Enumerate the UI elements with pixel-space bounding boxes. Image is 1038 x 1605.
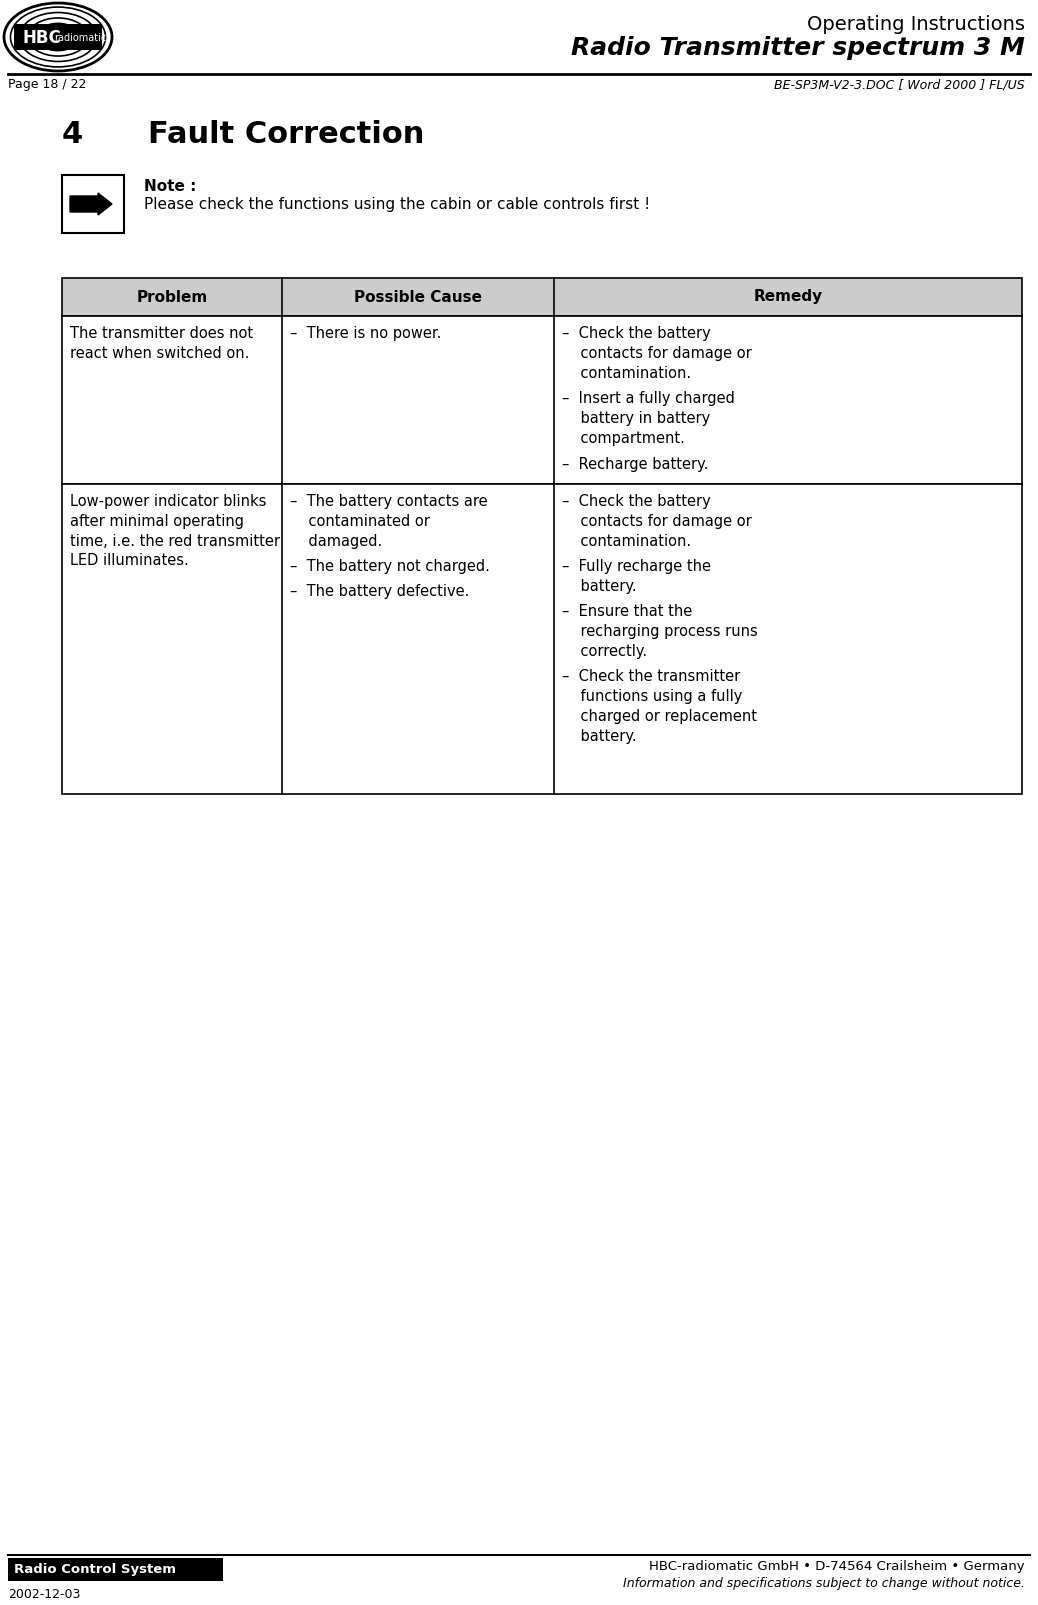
Text: –  There is no power.: – There is no power. (290, 326, 441, 340)
Bar (62, 485, 1022, 794)
Text: The transmitter does not
react when switched on.: The transmitter does not react when swit… (70, 326, 253, 361)
Text: Radio Control System: Radio Control System (13, 1563, 176, 1576)
Text: Please check the functions using the cabin or cable controls first !: Please check the functions using the cab… (144, 197, 650, 212)
Text: –  Recharge battery.: – Recharge battery. (562, 456, 708, 472)
Text: –  The battery not charged.: – The battery not charged. (290, 559, 490, 575)
Text: 4: 4 (62, 120, 83, 149)
Text: BE-SP3M-V2-3.DOC [ Word 2000 ] FL/US: BE-SP3M-V2-3.DOC [ Word 2000 ] FL/US (774, 79, 1025, 91)
Bar (62, 316, 1022, 485)
Text: Page 18 / 22: Page 18 / 22 (8, 79, 86, 91)
Text: radiomatic: radiomatic (54, 34, 106, 43)
FancyArrow shape (70, 193, 112, 215)
Text: Remedy: Remedy (754, 289, 822, 305)
Text: 2002-12-03: 2002-12-03 (8, 1587, 80, 1602)
Text: –  Fully recharge the
    battery.: – Fully recharge the battery. (562, 559, 711, 594)
Bar (13, 24, 102, 50)
Text: HBC-radiomatic GmbH • D-74564 Crailsheim • Germany: HBC-radiomatic GmbH • D-74564 Crailsheim… (650, 1560, 1025, 1573)
Text: –  The battery defective.: – The battery defective. (290, 584, 469, 599)
Text: –  Insert a fully charged
    battery in battery
    compartment.: – Insert a fully charged battery in batt… (562, 392, 735, 446)
Text: –  The battery contacts are
    contaminated or
    damaged.: – The battery contacts are contaminated … (290, 494, 488, 549)
Bar (8, 1558, 223, 1581)
Text: Problem: Problem (136, 289, 208, 305)
Text: Operating Instructions: Operating Instructions (807, 14, 1025, 34)
Text: Note :: Note : (144, 180, 196, 194)
Text: Radio Transmitter spectrum 3 M: Radio Transmitter spectrum 3 M (571, 35, 1025, 59)
Text: HBC: HBC (23, 29, 61, 47)
Text: –  Check the transmitter
    functions using a fully
    charged or replacement
: – Check the transmitter functions using … (562, 669, 757, 743)
Text: –  Ensure that the
    recharging process runs
    correctly.: – Ensure that the recharging process run… (562, 603, 758, 658)
Text: Information and specifications subject to change without notice.: Information and specifications subject t… (623, 1578, 1025, 1591)
Text: –  Check the battery
    contacts for damage or
    contamination.: – Check the battery contacts for damage … (562, 494, 752, 549)
Text: Fault Correction: Fault Correction (148, 120, 425, 149)
Text: Low-power indicator blinks
after minimal operating
time, i.e. the red transmitte: Low-power indicator blinks after minimal… (70, 494, 280, 568)
Bar (62, 175, 124, 233)
Text: –  Check the battery
    contacts for damage or
    contamination.: – Check the battery contacts for damage … (562, 326, 752, 380)
Bar (62, 278, 1022, 316)
Text: Possible Cause: Possible Cause (354, 289, 482, 305)
